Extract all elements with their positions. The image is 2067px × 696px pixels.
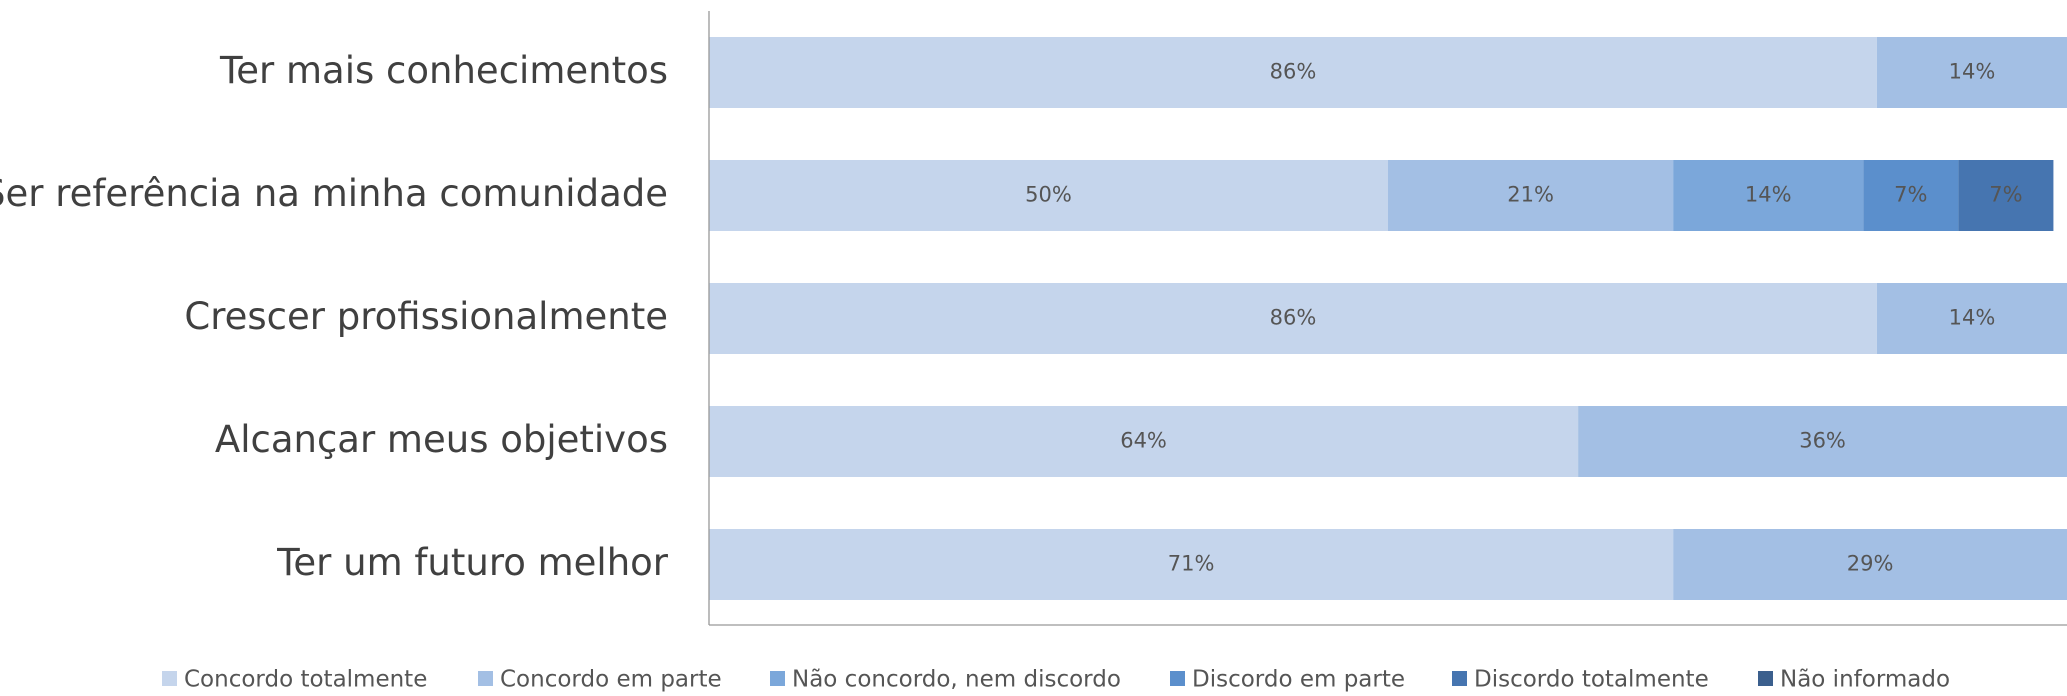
data-label: 86% — [1270, 306, 1317, 330]
data-label: 64% — [1120, 429, 1167, 453]
category-label: Ter um futuro melhor — [276, 541, 669, 584]
category-label: Ser referência na minha comunidade — [0, 172, 668, 215]
category-label: Alcançar meus objetivos — [215, 418, 668, 461]
bar-segment — [1578, 406, 2067, 477]
bar-segment — [709, 283, 1877, 354]
bar-segment — [709, 160, 1388, 231]
bar-segment — [1876, 283, 2067, 354]
data-label: 14% — [1949, 60, 1996, 84]
legend-swatch — [1758, 671, 1773, 686]
data-label: 29% — [1847, 552, 1894, 576]
bar-segment — [1673, 160, 1864, 231]
data-label: 36% — [1799, 429, 1846, 453]
data-label: 14% — [1745, 183, 1792, 207]
bar-segment — [709, 37, 1877, 108]
bar-segment — [1388, 160, 1674, 231]
legend-label: Concordo totalmente — [184, 667, 427, 693]
data-label: 71% — [1168, 552, 1215, 576]
bar-segment — [1876, 37, 2067, 108]
legend-label: Não concordo, nem discordo — [792, 667, 1121, 693]
category-label: Ter mais conhecimentos — [219, 49, 668, 92]
category-label: Crescer profissionalmente — [184, 295, 668, 338]
legend-swatch — [162, 671, 177, 686]
data-label: 7% — [1989, 183, 2022, 207]
data-label: 7% — [1894, 183, 1927, 207]
bar-segment — [1863, 160, 1959, 231]
data-label: 50% — [1025, 183, 1072, 207]
legend-label: Discordo em parte — [1192, 667, 1405, 693]
data-label: 21% — [1507, 183, 1554, 207]
bar-segment — [1673, 529, 2067, 600]
legend-swatch — [1452, 671, 1467, 686]
data-label: 86% — [1270, 60, 1317, 84]
legend-swatch — [770, 671, 785, 686]
bar-segment — [709, 406, 1579, 477]
legend-label: Concordo em parte — [500, 667, 722, 693]
legend-label: Discordo totalmente — [1474, 667, 1709, 693]
data-label: 14% — [1949, 306, 1996, 330]
bar-segment — [709, 529, 1674, 600]
legend-swatch — [478, 671, 493, 686]
legend-swatch — [1170, 671, 1185, 686]
legend-label: Não informado — [1780, 667, 1950, 693]
bar-segment — [1958, 160, 2054, 231]
